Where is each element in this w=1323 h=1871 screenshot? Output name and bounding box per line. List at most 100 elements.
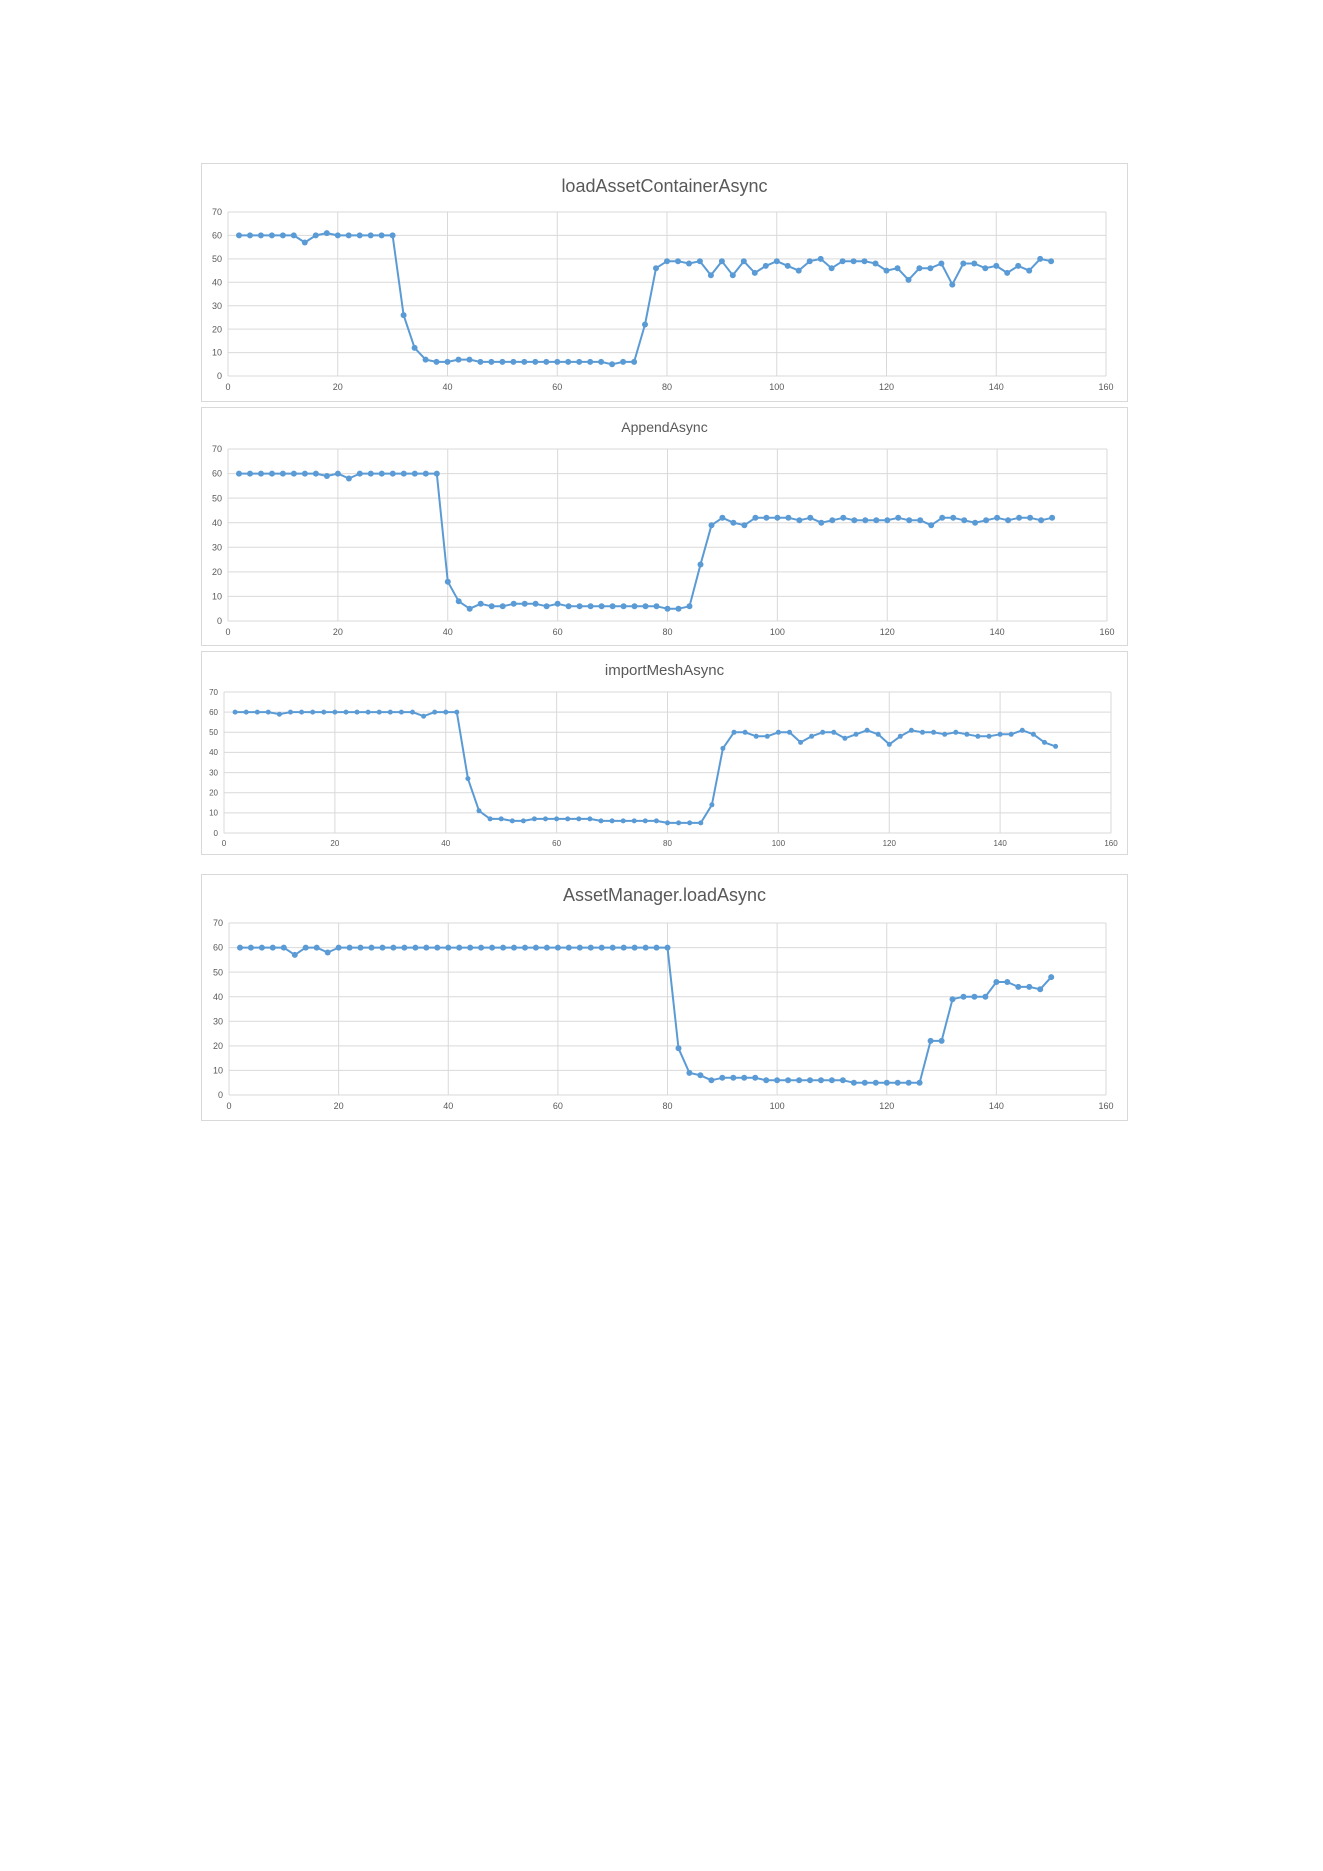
data-point: [971, 260, 978, 267]
data-point: [872, 1079, 879, 1086]
data-point: [433, 358, 440, 365]
data-point: [741, 1074, 748, 1081]
data-point: [806, 258, 813, 265]
data-point: [243, 709, 249, 715]
data-point: [664, 258, 670, 265]
data-point: [764, 733, 770, 739]
data-point: [763, 1077, 770, 1084]
data-point: [488, 358, 495, 365]
data-point: [510, 600, 517, 607]
data-point: [368, 944, 375, 951]
data-point: [820, 729, 826, 735]
data-point: [961, 517, 968, 524]
y-tick-label: 60: [212, 231, 222, 241]
data-point: [488, 603, 495, 610]
data-point: [477, 600, 484, 607]
data-point: [390, 944, 397, 951]
data-point: [323, 473, 330, 479]
data-point: [499, 358, 506, 365]
data-point: [598, 358, 605, 365]
data-point: [719, 514, 726, 521]
data-point: [531, 816, 537, 822]
x-tick-label: 40: [443, 1101, 453, 1111]
data-point: [609, 944, 616, 951]
chart-title: AppendAsync: [621, 419, 708, 435]
data-point: [897, 733, 903, 739]
data-point: [1026, 983, 1033, 990]
data-point: [247, 470, 253, 477]
y-tick-label: 20: [212, 567, 222, 577]
data-point: [675, 258, 681, 265]
data-point: [718, 258, 725, 265]
data-point: [378, 232, 385, 239]
data-point: [698, 820, 704, 826]
data-point: [398, 709, 404, 715]
x-tick-label: 60: [553, 1101, 563, 1111]
data-point: [696, 258, 703, 265]
data-point: [631, 358, 638, 365]
data-point: [752, 1074, 759, 1081]
data-point: [785, 1077, 792, 1084]
data-point: [389, 470, 396, 477]
x-tick-label: 120: [879, 1101, 894, 1111]
data-point: [334, 470, 341, 477]
data-point: [1048, 258, 1055, 265]
data-point: [288, 709, 293, 715]
data-point: [949, 996, 956, 1003]
data-point: [916, 265, 923, 272]
data-point: [828, 1077, 835, 1084]
data-point: [850, 258, 857, 265]
data-point: [302, 944, 309, 951]
y-tick-label: 10: [213, 1066, 223, 1076]
y-tick-label: 50: [213, 967, 223, 977]
series-line: [235, 711, 1056, 824]
chart-title: importMeshAsync: [604, 662, 725, 679]
data-point: [500, 944, 507, 951]
data-point: [653, 818, 659, 824]
data-point: [237, 944, 243, 951]
data-point: [653, 265, 659, 272]
data-point: [576, 944, 583, 951]
data-point: [729, 272, 736, 279]
y-tick-label: 70: [213, 918, 223, 928]
data-point: [565, 816, 571, 822]
data-point: [883, 1079, 890, 1086]
data-point: [1015, 983, 1022, 990]
data-point: [653, 944, 660, 951]
data-point: [731, 729, 737, 735]
y-tick-label: 30: [209, 768, 218, 777]
data-point: [509, 818, 515, 824]
data-point: [809, 733, 815, 739]
data-point: [730, 519, 737, 526]
data-point: [839, 258, 846, 265]
data-point: [510, 358, 517, 365]
data-point: [1027, 514, 1034, 521]
data-point: [301, 239, 308, 246]
data-point: [1019, 727, 1025, 733]
data-point: [807, 514, 814, 521]
data-point: [686, 260, 692, 267]
data-point: [686, 603, 693, 610]
data-point: [697, 561, 704, 568]
data-point: [950, 514, 957, 521]
data-point: [345, 232, 352, 239]
x-tick-label: 140: [989, 382, 1004, 392]
y-tick-label: 20: [212, 324, 222, 334]
data-point: [423, 944, 430, 951]
y-tick-label: 10: [212, 592, 222, 602]
data-point: [920, 729, 925, 735]
data-point: [1037, 986, 1044, 993]
x-tick-label: 80: [663, 839, 672, 848]
data-point: [631, 603, 638, 610]
data-point: [291, 951, 298, 958]
data-point: [953, 729, 959, 735]
x-tick-label: 80: [662, 1101, 672, 1111]
data-point: [774, 514, 781, 521]
series-line: [239, 472, 1053, 610]
data-point: [332, 709, 338, 715]
data-point: [499, 603, 506, 610]
data-point: [908, 727, 914, 733]
y-tick-label: 0: [217, 616, 222, 626]
data-point: [927, 265, 934, 272]
data-point: [367, 232, 374, 239]
